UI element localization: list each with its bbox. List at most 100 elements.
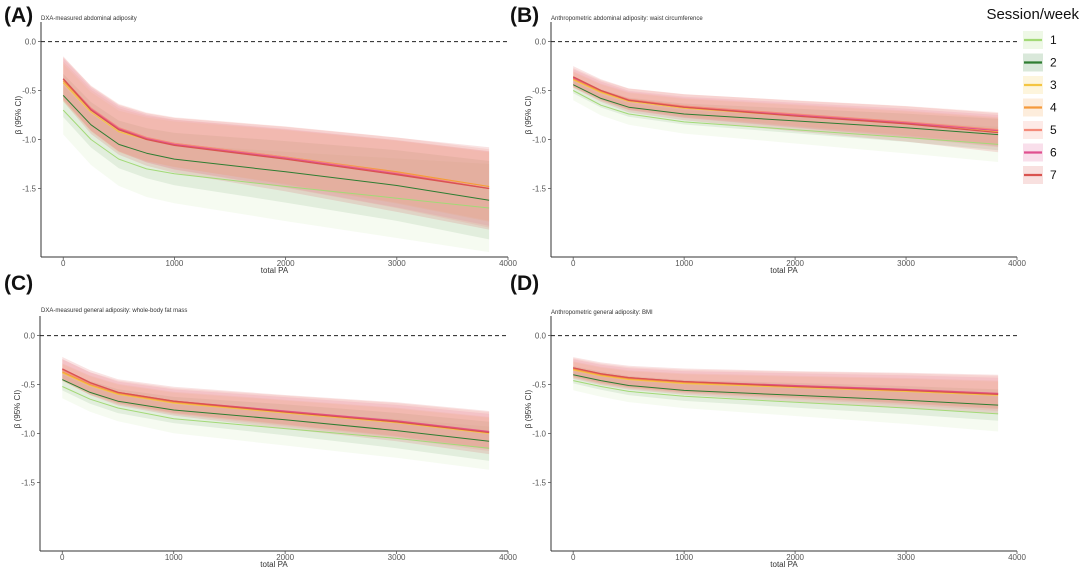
x-axis-label: total PA: [260, 560, 288, 569]
x-tick-label: 2000: [786, 553, 804, 562]
x-tick-label: 3000: [388, 259, 406, 268]
y-tick-label: 0.0: [535, 38, 547, 47]
ci-band-series-1: [573, 80, 999, 162]
ci-band-series-3: [63, 63, 490, 221]
x-tick-label: 4000: [1008, 259, 1026, 268]
x-tick-label: 0: [61, 259, 66, 268]
legend-item-5: 5: [1023, 121, 1057, 139]
line-series-1: [62, 109, 490, 209]
y-tick-label: 0.0: [25, 38, 37, 47]
legend-title: Session/week: [986, 6, 1079, 23]
x-axis-label: total PA: [261, 266, 289, 275]
y-axis-label: β (95% CI): [14, 95, 23, 134]
y-tick-label: -0.5: [22, 87, 36, 96]
x-tick-label: 1000: [675, 553, 693, 562]
legend: Session/week 1 2 3 4 5 6 7: [986, 6, 1079, 184]
y-tick-label: -0.5: [532, 381, 546, 390]
panel-title: DXA-measured general adiposity: whole-bo…: [41, 308, 187, 314]
panel-c: (C) DXA-measured general adiposity: whole…: [4, 272, 517, 569]
ci-band-series-6: [62, 359, 490, 450]
x-tick-label: 1000: [165, 553, 183, 562]
line-series-2: [62, 379, 490, 442]
y-axis-label: β (95% CI): [524, 389, 533, 428]
line-series-7: [573, 367, 999, 395]
x-tick-label: 0: [571, 553, 576, 562]
panel-title: DXA-measured abdominal adiposity: [41, 16, 137, 22]
line-series-2: [62, 95, 490, 201]
line-series-3: [62, 372, 490, 435]
panels-group: (A) DXA-measured abdominal adiposity 0.0 -0…: [4, 4, 1026, 569]
y-axis-label: β (95% CI): [524, 95, 533, 134]
ci-band-series-5: [573, 68, 999, 148]
ci-band-series-4: [573, 71, 999, 145]
y-tick-label: -1.5: [532, 478, 546, 487]
legend-label: 4: [1050, 101, 1057, 115]
legend-label: 2: [1050, 56, 1057, 70]
legend-item-6: 6: [1023, 143, 1057, 162]
x-tick-label: 4000: [1008, 553, 1026, 562]
ci-band-series-7: [573, 66, 999, 153]
line-series-1: [573, 380, 999, 415]
x-tick-label: 3000: [388, 553, 406, 562]
y-tick-label: -1.5: [22, 184, 36, 193]
x-tick-label: 2000: [277, 259, 295, 268]
line-series-7: [572, 76, 999, 134]
x-tick-label: 2000: [276, 553, 294, 562]
panel-letter: (A): [4, 4, 33, 27]
ci-band-series-6: [573, 359, 999, 409]
legend-item-2: 2: [1023, 53, 1057, 72]
y-tick-label: -1.0: [22, 136, 36, 145]
ci-band-series-1: [63, 85, 490, 253]
ci-band-series-7: [63, 56, 490, 230]
line-series-1: [572, 90, 999, 145]
x-tick-label: 4000: [499, 259, 517, 268]
legend-label: 6: [1050, 146, 1057, 160]
x-tick-label: 3000: [897, 553, 915, 562]
legend-item-1: 1: [1023, 31, 1057, 49]
y-axis-label: β (95% CI): [13, 389, 22, 428]
y-tick-label: -1.0: [532, 430, 546, 439]
ci-band-series-2: [62, 368, 490, 461]
legend-item-3: 3: [1023, 76, 1057, 94]
line-series-7: [62, 78, 490, 190]
y-tick-label: -0.5: [21, 381, 35, 390]
panel-d: (D) Anthropometric general adiposity: BMI…: [510, 272, 1026, 569]
line-series-5: [62, 78, 490, 190]
panel-letter: (C): [4, 272, 33, 295]
line-series-3: [573, 369, 999, 396]
panel-a: (A) DXA-measured abdominal adiposity 0.0 -0…: [4, 4, 517, 275]
ci-band-series-5: [62, 359, 490, 452]
panel-title: Anthropometric general adiposity: BMI: [551, 310, 653, 316]
ci-band-series-4: [62, 363, 490, 449]
ci-band-series-1: [62, 374, 490, 470]
ci-band-series-3: [62, 364, 490, 450]
line-series-2: [572, 84, 999, 136]
y-tick-label: 0.0: [535, 332, 547, 341]
legend-label: 7: [1050, 168, 1057, 182]
panel-letter: (D): [510, 272, 539, 295]
x-axis-label: total PA: [770, 266, 798, 275]
legend-label: 5: [1050, 123, 1057, 137]
panel-letter: (B): [510, 4, 539, 27]
x-tick-label: 4000: [499, 553, 517, 562]
ci-band-series-7: [62, 357, 490, 455]
x-tick-label: 1000: [675, 259, 693, 268]
x-tick-label: 3000: [897, 259, 915, 268]
y-tick-label: -1.0: [532, 136, 546, 145]
panel-title: Anthropometric abdominal adiposity: wais…: [551, 16, 703, 22]
y-tick-label: 0.0: [24, 332, 36, 341]
x-tick-label: 1000: [166, 259, 184, 268]
x-tick-label: 0: [571, 259, 576, 268]
legend-item-7: 7: [1023, 166, 1057, 184]
line-series-1: [62, 386, 490, 449]
x-tick-label: 2000: [786, 259, 804, 268]
x-tick-label: 0: [60, 553, 65, 562]
line-series-6: [62, 78, 490, 190]
y-tick-label: -1.5: [21, 478, 35, 487]
legend-item-4: 4: [1023, 98, 1057, 117]
y-tick-label: -1.5: [532, 184, 546, 193]
y-tick-label: -0.5: [532, 87, 546, 96]
y-tick-label: -1.0: [21, 430, 35, 439]
legend-label: 3: [1050, 78, 1057, 92]
